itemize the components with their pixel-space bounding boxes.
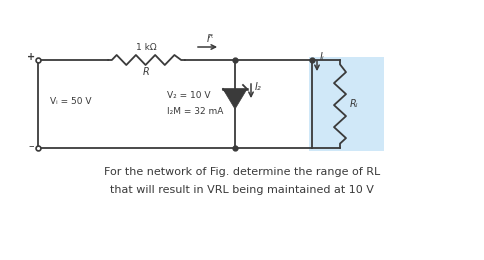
Text: Rₗ: Rₗ <box>350 99 358 109</box>
Bar <box>309 57 384 151</box>
Text: V₂ = 10 V: V₂ = 10 V <box>167 92 211 101</box>
Text: I₂M = 32 mA: I₂M = 32 mA <box>167 107 224 116</box>
Text: I₂: I₂ <box>255 82 262 92</box>
Text: 1 kΩ: 1 kΩ <box>136 43 157 52</box>
Text: –: – <box>28 141 34 151</box>
Text: Vᵢ = 50 V: Vᵢ = 50 V <box>50 96 91 106</box>
Text: Iᴿ: Iᴿ <box>207 34 213 44</box>
Text: that will result in VRL being maintained at 10 V: that will result in VRL being maintained… <box>110 185 374 195</box>
Text: R: R <box>143 67 150 77</box>
Text: Iₗ: Iₗ <box>320 52 324 62</box>
Text: For the network of Fig. determine the range of RL: For the network of Fig. determine the ra… <box>104 167 380 177</box>
Polygon shape <box>223 89 247 109</box>
Text: +: + <box>27 52 35 62</box>
